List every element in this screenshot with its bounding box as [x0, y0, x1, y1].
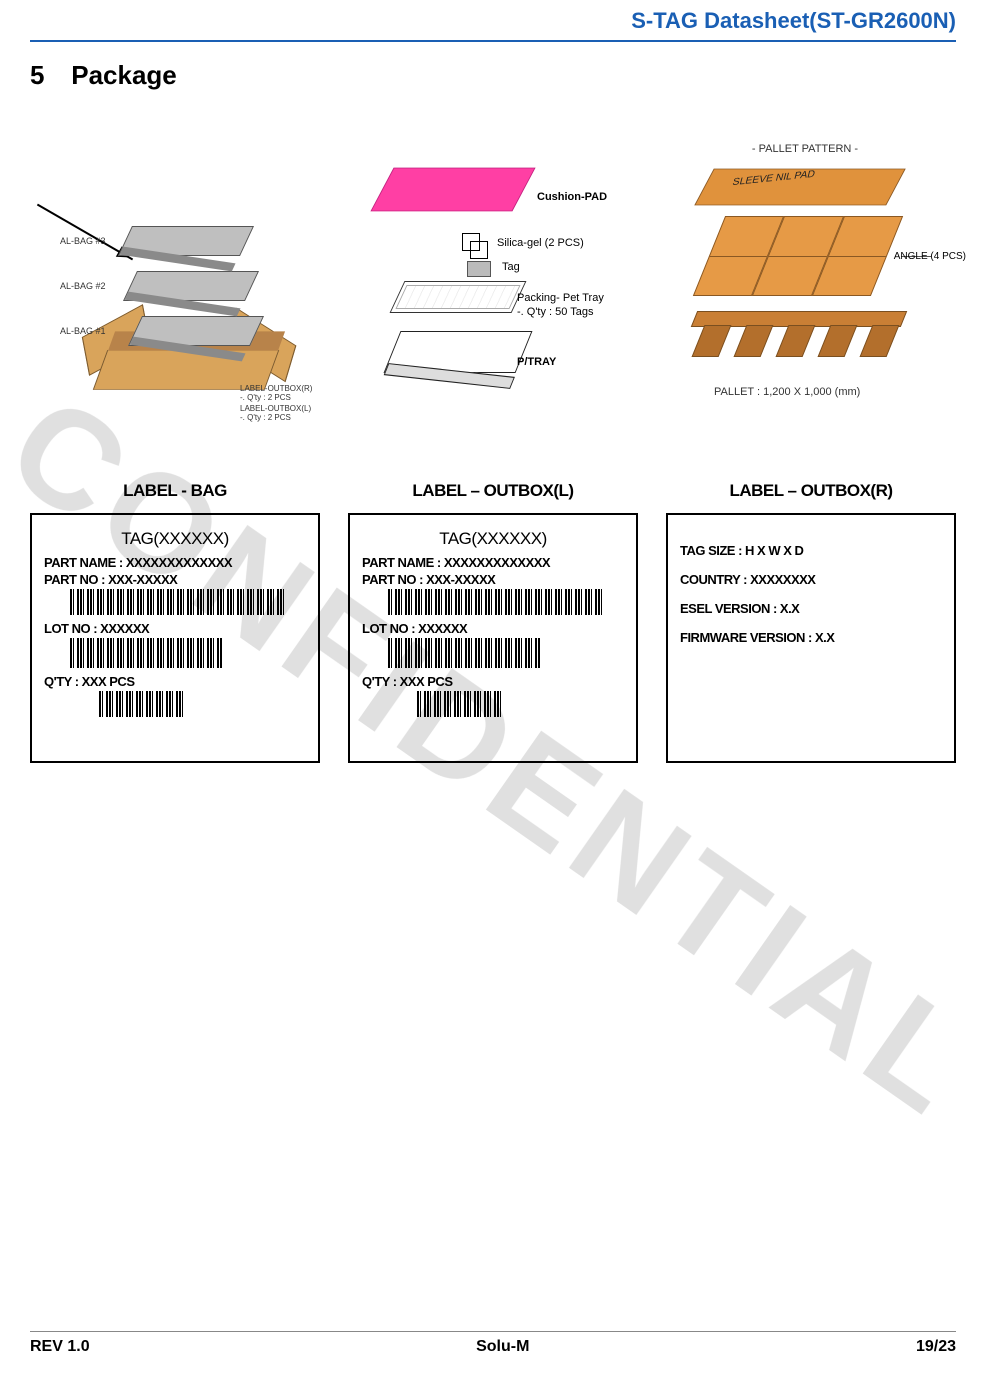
package-diagrams: AL-BAG #1 AL-BAG #2 AL-BAG #3 LABEL-OUTB… [30, 161, 956, 421]
label-tag-title: TAG(XXXXXX) [44, 529, 306, 549]
tag-icon [467, 261, 491, 277]
label-tag-title: TAG(XXXXXX) [362, 529, 624, 549]
label-specimens: LABEL - BAG TAG(XXXXXX) PART NAME : XXXX… [30, 481, 956, 763]
barcode-icon [70, 638, 222, 668]
page: S-TAG Datasheet(ST-GR2600N) 5 Package AL… [0, 0, 986, 1374]
label-bag-column: LABEL - BAG TAG(XXXXXX) PART NAME : XXXX… [30, 481, 320, 763]
section-number: 5 [30, 60, 64, 91]
pallet-slat [692, 325, 732, 357]
label-partname: PART NAME : XXXXXXXXXXXXX [362, 555, 624, 570]
document-header: S-TAG Datasheet(ST-GR2600N) [30, 0, 956, 42]
barcode-icon [99, 691, 183, 717]
outbox-note: LABEL-OUTBOX(R) -. Q'ty : 2 PCS [240, 385, 312, 403]
outbox-note: LABEL-OUTBOX(L) -. Q'ty : 2 PCS [240, 405, 311, 423]
label-outbox-r-title: LABEL – OUTBOX(R) [666, 481, 956, 501]
pallet-slat [818, 325, 858, 357]
label-partno: PART NO : XXX-XXXXX [362, 572, 624, 587]
label-firmware-version: FIRMWARE VERSION : X.X [680, 630, 942, 645]
label-bag-box: TAG(XXXXXX) PART NAME : XXXXXXXXXXXXX PA… [30, 513, 320, 763]
pet-tray-label: Packing- Pet Tray -. Q'ty : 50 Tags [517, 291, 604, 320]
label-partname: PART NAME : XXXXXXXXXXXXX [44, 555, 306, 570]
label-tagsize: TAG SIZE : H X W X D [680, 543, 942, 558]
label-country: COUNTRY : XXXXXXXX [680, 572, 942, 587]
pallet [694, 311, 904, 366]
al-bag-label: AL-BAG #2 [60, 281, 106, 291]
barcode-icon [388, 589, 603, 615]
label-bag-title: LABEL - BAG [30, 481, 320, 501]
label-outbox-l-box: TAG(XXXXXX) PART NAME : XXXXXXXXXXXXX PA… [348, 513, 638, 763]
pallet-size-label: PALLET : 1,200 X 1,000 (mm) [714, 386, 860, 398]
barcode-icon [417, 691, 501, 717]
diagram-packing-stack: Cushion-PAD Silica-gel (2 PCS) Tag Packi… [342, 161, 644, 421]
barcode-icon [70, 589, 285, 615]
al-bag-label: AL-BAG #1 [60, 326, 106, 336]
label-qty: Q'TY : XXX PCS [44, 674, 306, 689]
p-tray [384, 331, 533, 373]
footer-company: Solu-M [476, 1338, 529, 1356]
label-lotno: LOT NO : XXXXXX [362, 621, 624, 636]
label-lotno: LOT NO : XXXXXX [44, 621, 306, 636]
page-footer: REV 1.0 Solu-M 19/23 [30, 1331, 956, 1356]
angle-label: ANGLE (4 PCS) [894, 251, 966, 262]
pallet-pattern-title: - PALLET PATTERN - [752, 143, 858, 155]
diagram-pallet: - PALLET PATTERN - SLEEVE NIL PAD ANGLE … [654, 161, 956, 421]
pallet-slat [734, 325, 774, 357]
al-bag [123, 271, 259, 301]
section-heading: 5 Package [30, 60, 956, 91]
label-outbox-r-column: LABEL – OUTBOX(R) TAG SIZE : H X W X D C… [666, 481, 956, 763]
pallet-slat [860, 325, 900, 357]
label-partno: PART NO : XXX-XXXXX [44, 572, 306, 587]
label-outbox-l-title: LABEL – OUTBOX(L) [348, 481, 638, 501]
pallet-slat [776, 325, 816, 357]
footer-page-number: 19/23 [916, 1338, 956, 1356]
label-outbox-r-box: TAG SIZE : H X W X D COUNTRY : XXXXXXXX … [666, 513, 956, 763]
silica-gel-icon [470, 241, 488, 259]
label-esel-version: ESEL VERSION : X.X [680, 601, 942, 616]
p-tray-label: P/TRAY [517, 356, 556, 368]
label-outbox-l-column: LABEL – OUTBOX(L) TAG(XXXXXX) PART NAME … [348, 481, 638, 763]
box-stack [693, 216, 905, 296]
barcode-icon [388, 638, 540, 668]
header-title: S-TAG Datasheet(ST-GR2600N) [631, 8, 956, 33]
label-qty: Q'TY : XXX PCS [362, 674, 624, 689]
al-bag-label: AL-BAG #3 [60, 236, 106, 246]
section-title-text: Package [71, 60, 177, 90]
silica-label: Silica-gel (2 PCS) [497, 237, 584, 249]
footer-revision: REV 1.0 [30, 1338, 90, 1356]
tag-label: Tag [502, 261, 520, 273]
al-bag [118, 226, 254, 256]
al-bag [128, 316, 264, 346]
pet-tray [390, 281, 527, 313]
diagram-albag-box: AL-BAG #1 AL-BAG #2 AL-BAG #3 LABEL-OUTB… [30, 161, 332, 421]
cushion-label: Cushion-PAD [537, 191, 607, 203]
cushion-pad [370, 168, 535, 212]
